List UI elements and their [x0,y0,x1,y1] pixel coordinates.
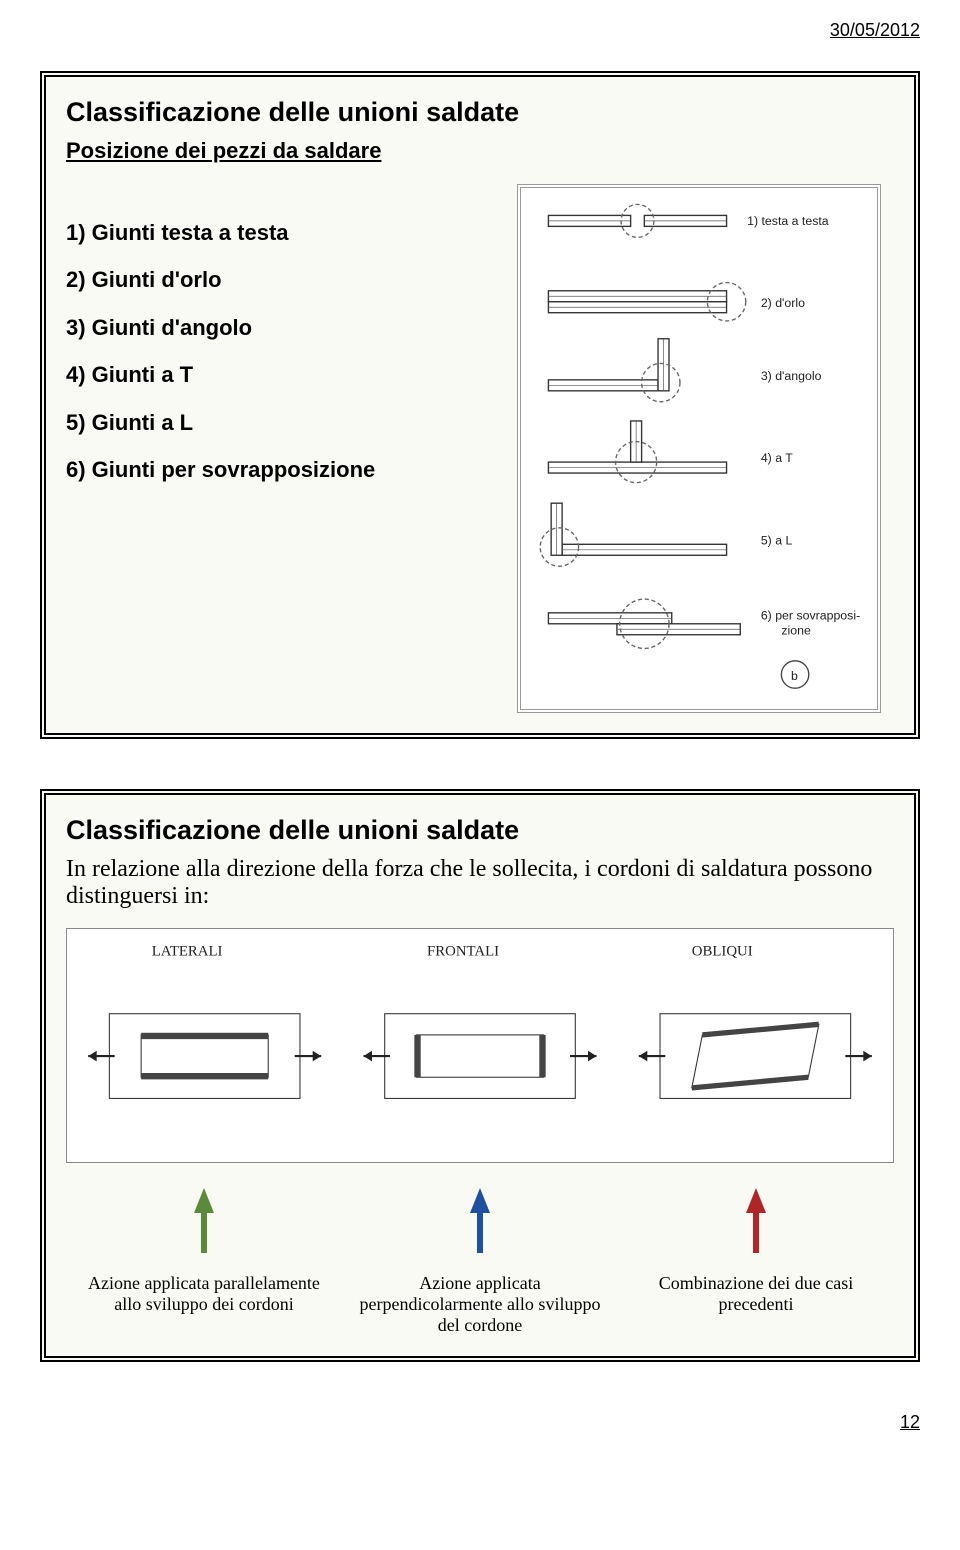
caption-2: Azione applicata perpendicolarmente allo… [356,1273,604,1336]
diag-label-6a: 6) per sovrapposi- [760,609,859,623]
list-item: 3) Giunti d'angolo [66,309,497,346]
hand-label-2: FRONTALI [427,943,499,959]
arrow-col-3 [619,1188,892,1213]
diagram-marker: b [791,669,798,683]
arrow-up-icon [194,1188,214,1213]
hand-label-1: LATERALI [152,943,223,959]
slide1-subtitle: Posizione dei pezzi da saldare [66,138,894,164]
list-item: 1) Giunti testa a testa [66,214,497,251]
date-header: 30/05/2012 [40,20,920,41]
slide1-diagram: 1) testa a testa 2) d'orlo [517,184,881,713]
diag-label-1: 1) testa a testa [747,214,829,228]
diag-label-3: 3) d'angolo [760,369,821,383]
slide-2: Classificazione delle unioni saldate In … [40,789,920,1362]
caption-3: Combinazione dei due casi precedenti [632,1273,880,1336]
weld-direction-svg: LATERALI FRONTALI OBLIQUI [67,929,893,1162]
list-item: 5) Giunti a L [66,404,497,441]
diag-label-6b: zione [781,624,811,638]
arrow-up-icon [470,1188,490,1213]
caption-row: Azione applicata parallelamente allo svi… [66,1273,894,1336]
hand-label-3: OBLIQUI [692,943,753,959]
diag-label-4: 4) a T [760,451,792,465]
joint-types-svg: 1) testa a testa 2) d'orlo [521,188,877,709]
slide2-subtitle: In relazione alla direzione della forza … [66,856,894,910]
slide2-diagram: LATERALI FRONTALI OBLIQUI [66,928,894,1163]
list-item: 4) Giunti a T [66,356,497,393]
caption-1: Azione applicata parallelamente allo svi… [80,1273,328,1336]
page-number: 12 [40,1412,920,1433]
arrow-col-1 [67,1188,340,1213]
slide-1: Classificazione delle unioni saldate Pos… [40,71,920,739]
list-item: 6) Giunti per sovrapposizione [66,451,497,488]
arrow-col-2 [343,1188,616,1213]
slide2-title: Classificazione delle unioni saldate [66,815,894,846]
slide1-list: 1) Giunti testa a testa 2) Giunti d'orlo… [66,184,497,713]
diag-label-5: 5) a L [760,533,792,547]
list-item-label: 6) Giunti per sovrapposizione [66,457,375,482]
diag-label-2: 2) d'orlo [760,296,804,310]
slide1-title: Classificazione delle unioni saldate [66,97,894,128]
list-item: 2) Giunti d'orlo [66,261,497,298]
arrow-up-icon [746,1188,766,1213]
arrow-row [66,1188,894,1213]
